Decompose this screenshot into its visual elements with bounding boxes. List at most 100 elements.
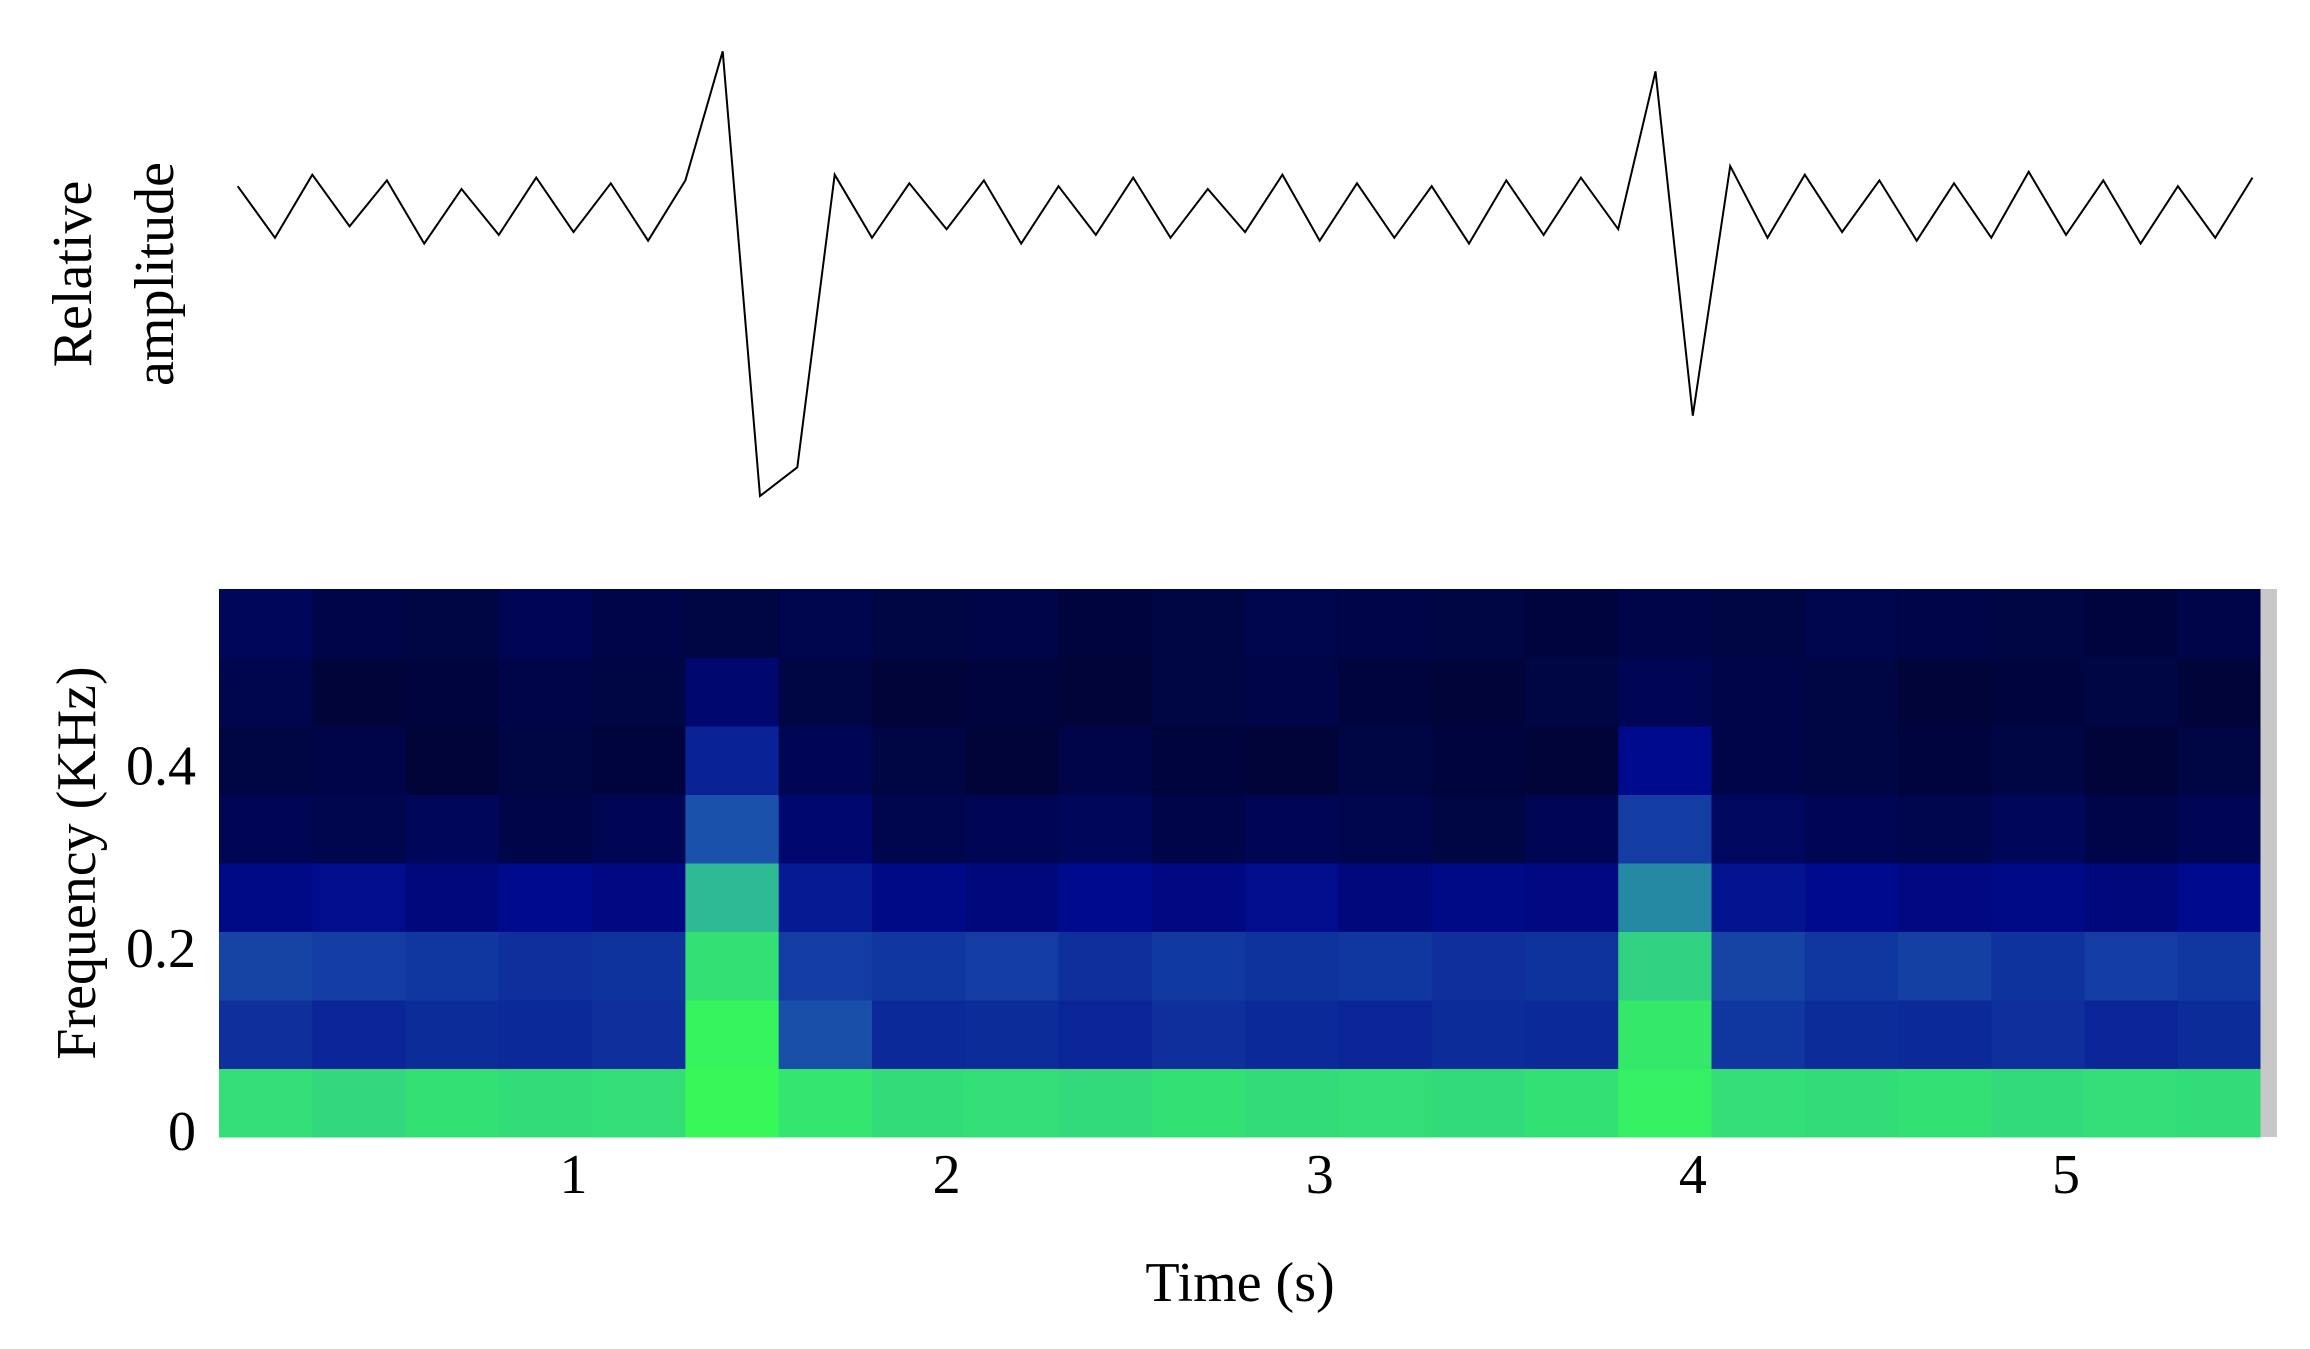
spectrogram-cell	[1245, 794, 1339, 864]
spectrogram-cell	[871, 794, 966, 864]
spectrogram-cell	[778, 794, 873, 864]
spectrogram-cell	[2084, 1000, 2179, 1069]
spectrogram-cell	[1431, 931, 1526, 1001]
spectrogram-cell	[405, 1068, 500, 1138]
spectrogram-cell	[965, 794, 1060, 864]
spectrogram-cell	[1991, 1000, 2086, 1069]
spectrogram-cell	[498, 931, 593, 1001]
y-tick-label: 0	[168, 1101, 196, 1163]
spectrogram-cell	[1991, 726, 2086, 795]
spectrogram-cell	[1711, 1068, 1806, 1138]
spectrogram-cell	[1524, 863, 1619, 932]
spectrogram-cell	[1058, 657, 1153, 727]
spectrogram-cell	[1898, 863, 1992, 932]
spectrogram-cell	[592, 1000, 686, 1069]
spectrogram-cell	[1431, 1000, 1526, 1069]
spectrogram-cell	[1618, 794, 1713, 864]
spectrogram-cell	[871, 657, 966, 727]
spectrogram-cell	[219, 931, 313, 1001]
spectrogram-cell	[2177, 1000, 2261, 1069]
spectrogram-cell	[1151, 657, 1246, 727]
y-tick-label: 0.4	[126, 736, 196, 798]
spectrogram-cell	[1711, 589, 1806, 658]
spectrogram-cell	[1338, 589, 1433, 658]
spectrogram-cell	[871, 1000, 966, 1069]
spectrogram-cell	[1524, 589, 1619, 658]
y-tick-label: 0.2	[126, 918, 196, 980]
x-tick-label: 2	[933, 1144, 961, 1206]
spectrogram-cell	[871, 1068, 966, 1138]
spectrogram-cell	[2084, 589, 2179, 658]
spectrogram-cell	[1898, 931, 1992, 1001]
spectrogram-cell	[405, 657, 500, 727]
spectrogram-cell	[685, 794, 780, 864]
spectrogram-cell	[778, 863, 873, 932]
spectrogram-cell	[1804, 1068, 1899, 1138]
spectrogram-cell	[2177, 794, 2261, 864]
spectrogram-cell	[778, 931, 873, 1001]
spectrogram-cell	[1431, 657, 1526, 727]
spectrogram-cell	[312, 794, 407, 864]
spectrogram-cell	[405, 794, 500, 864]
x-tick-label: 1	[559, 1144, 587, 1206]
spectrogram-y-label: Frequency (KHz)	[46, 666, 108, 1059]
spectrogram-cell	[1618, 1068, 1713, 1138]
spectrogram-cell	[1804, 726, 1899, 795]
spectrogram-cell	[2084, 863, 2179, 932]
spectrogram-cell	[1991, 1068, 2086, 1138]
spectrogram-cell	[1804, 931, 1899, 1001]
spectrogram-cell	[1618, 931, 1713, 1001]
spectrogram-cell	[405, 863, 500, 932]
spectrogram-cell	[1804, 657, 1899, 727]
spectrogram-cell	[1151, 931, 1246, 1001]
spectrogram-cell	[965, 931, 1060, 1001]
spectrogram-cell	[965, 726, 1060, 795]
spectrogram-cell	[1618, 589, 1713, 658]
spectrogram-cell	[965, 1068, 1060, 1138]
spectrogram-cell	[1245, 657, 1339, 727]
spectrogram-cell	[685, 863, 780, 932]
waveform-y-label: Relative	[42, 181, 104, 368]
spectrogram-cell	[685, 1068, 780, 1138]
spectrogram-cell	[498, 726, 593, 795]
spectrogram-cell	[1338, 1000, 1433, 1069]
spectrogram-cell	[1058, 931, 1153, 1001]
x-tick-label: 5	[2052, 1144, 2080, 1206]
spectrogram-cell	[498, 589, 593, 658]
spectrogram-cell	[1431, 726, 1526, 795]
spectrogram-cell	[2177, 931, 2261, 1001]
spectrogram-cell	[1431, 589, 1526, 658]
spectrogram-cell	[2177, 863, 2261, 932]
spectrogram-cell	[1524, 1000, 1619, 1069]
spectrogram-cell	[219, 1000, 313, 1069]
spectrogram-cell	[405, 589, 500, 658]
spectrogram-cell	[2177, 657, 2261, 727]
spectrogram-cell	[1524, 726, 1619, 795]
spectrogram-cell	[685, 589, 780, 658]
spectrogram-cell	[405, 931, 500, 1001]
spectrogram-cell	[312, 863, 407, 932]
spectrogram-cell	[312, 589, 407, 658]
spectrogram-cell	[1991, 794, 2086, 864]
spectrogram-cell	[965, 657, 1060, 727]
spectrogram-cell	[312, 657, 407, 727]
spectrogram-cell	[2084, 931, 2179, 1001]
spectrogram-cell	[219, 794, 313, 864]
spectrogram-cell	[1338, 863, 1433, 932]
spectrogram-cell	[1058, 589, 1153, 658]
x-axis-label: Time (s)	[1145, 1252, 1334, 1314]
spectrogram-cell	[405, 726, 500, 795]
spectrogram-cell	[592, 863, 686, 932]
spectrogram-cell	[312, 1068, 407, 1138]
spectrogram-cell	[2084, 794, 2179, 864]
spectrogram-cell	[685, 726, 780, 795]
spectrogram-cell	[1151, 863, 1246, 932]
spectrogram-cell	[1804, 863, 1899, 932]
spectrogram-cell	[871, 863, 966, 932]
spectrogram-cell	[1338, 1068, 1433, 1138]
spectrogram-cell	[778, 726, 873, 795]
spectrogram-cell	[1338, 657, 1433, 727]
spectrogram-cell	[1898, 1000, 1992, 1069]
